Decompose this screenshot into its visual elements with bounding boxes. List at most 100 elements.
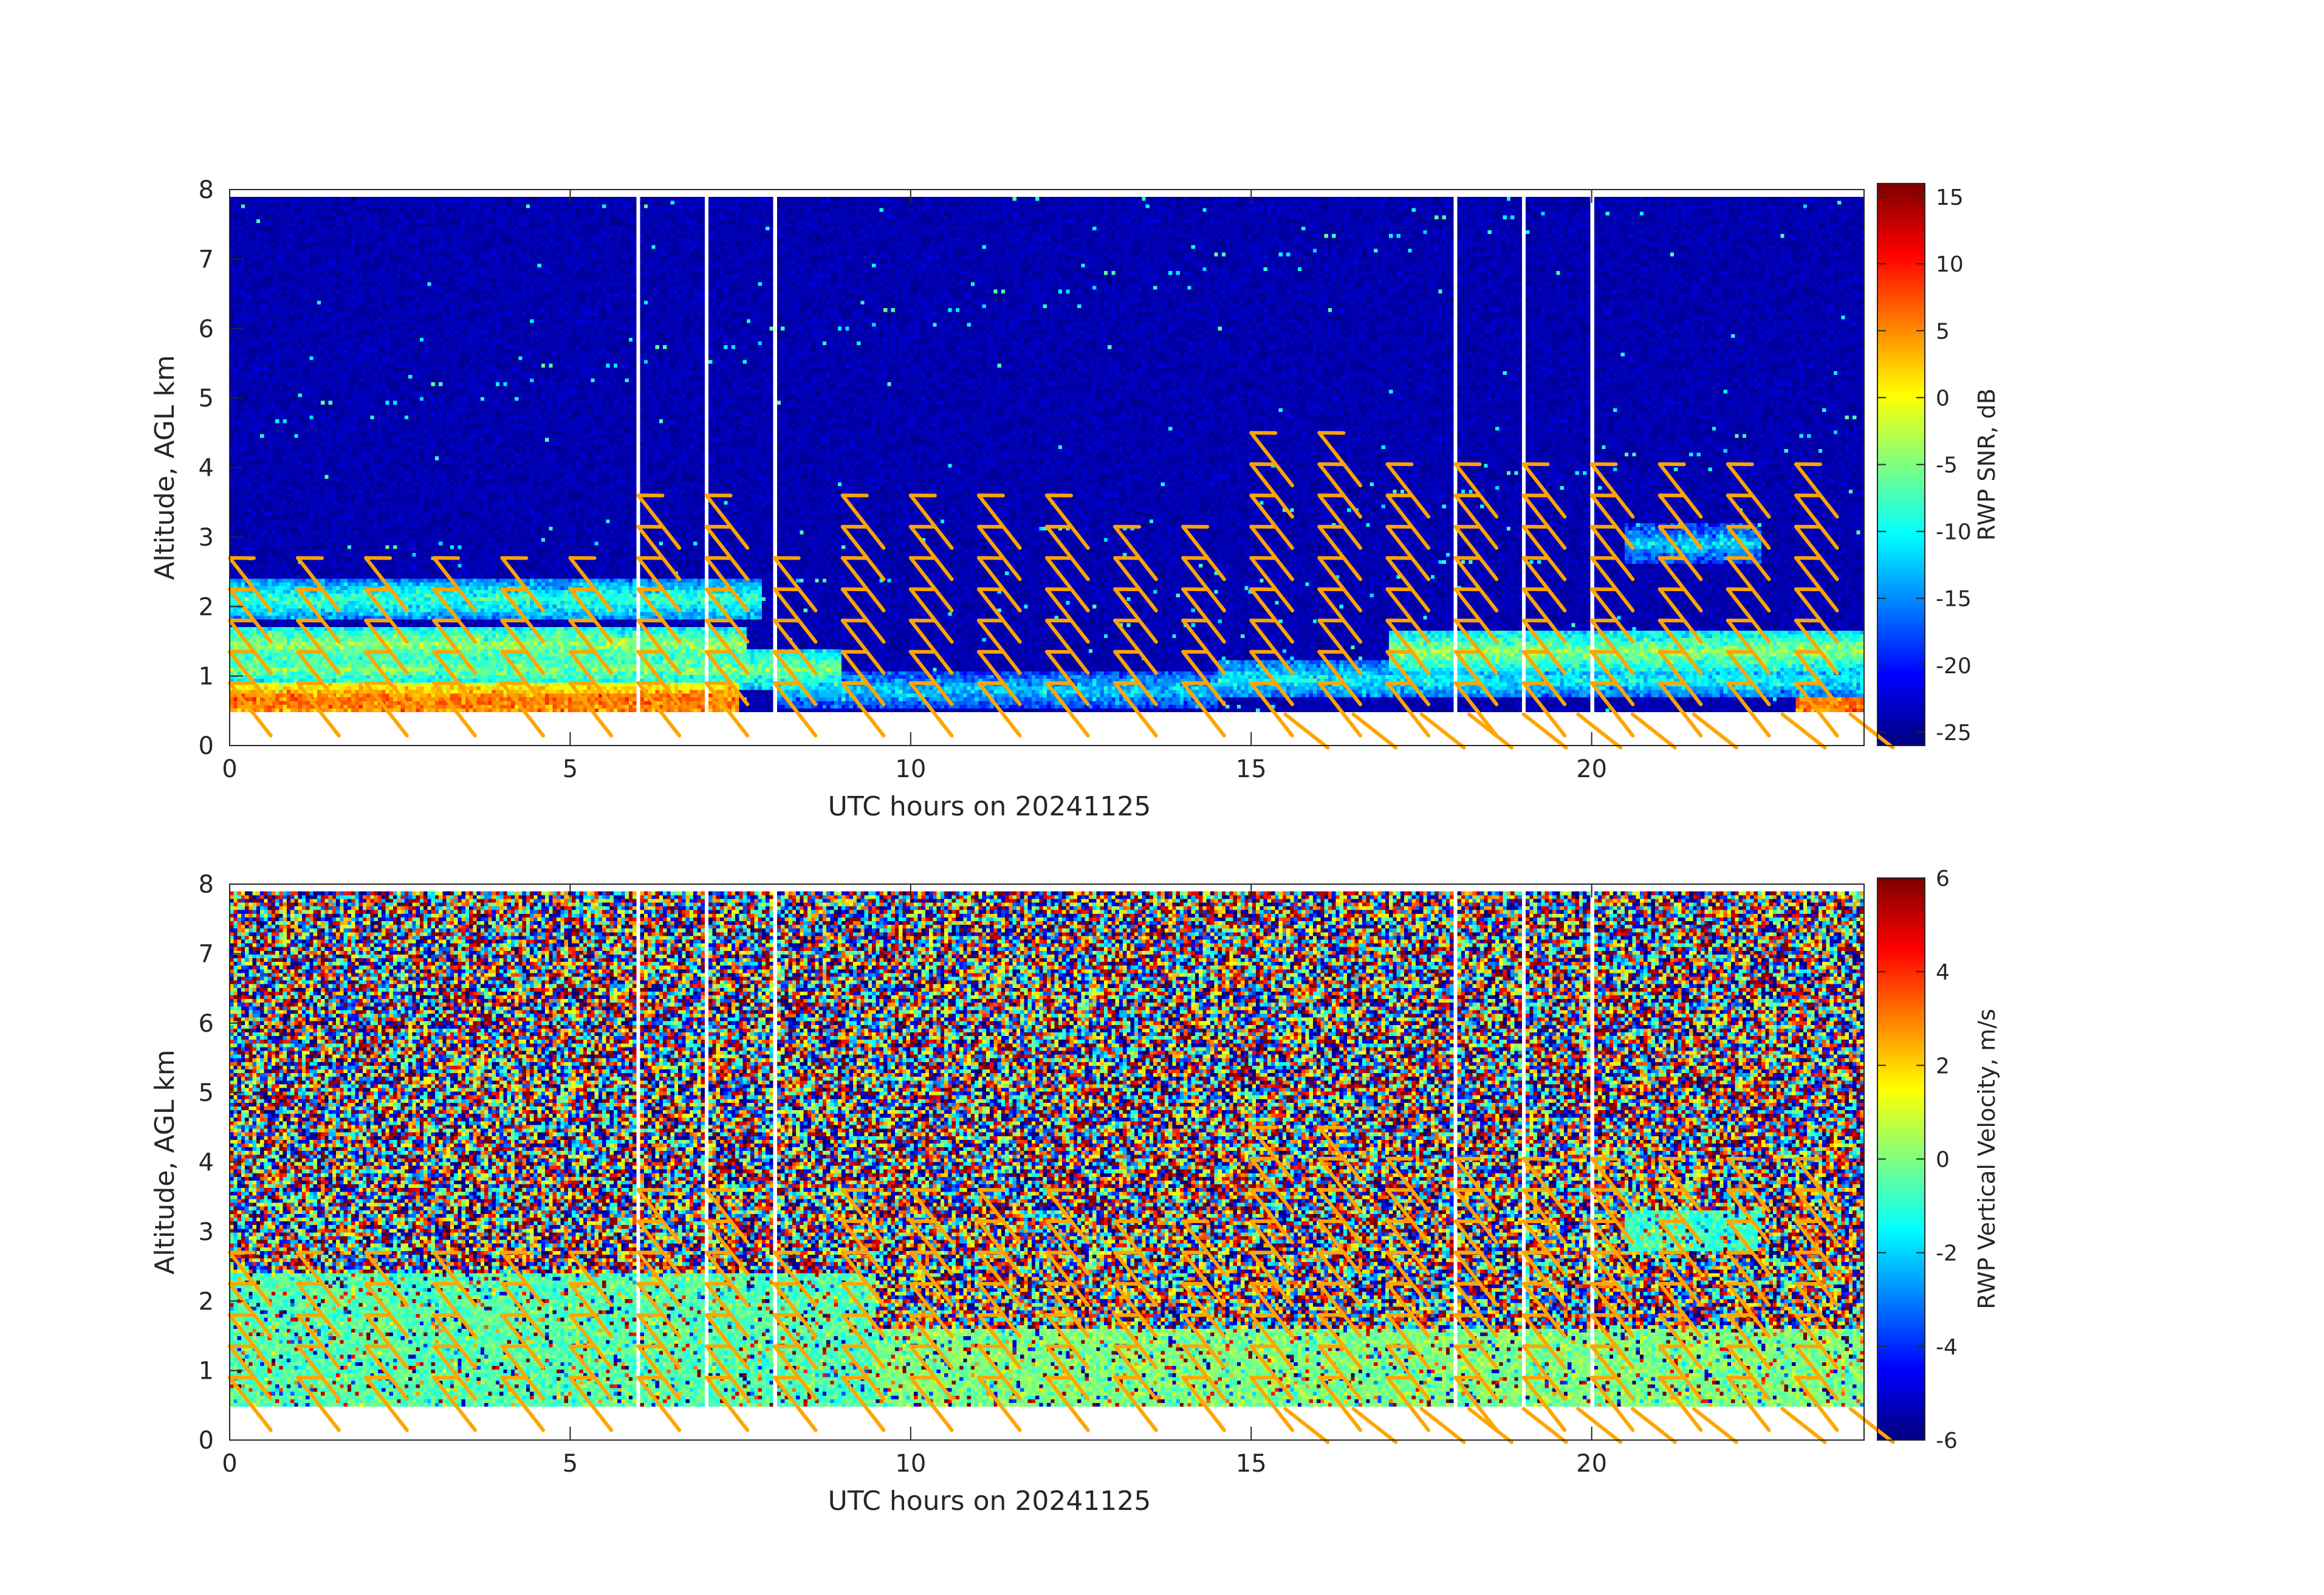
wind-barb (500, 681, 546, 738)
wind-barb (568, 1344, 614, 1401)
wind-barb (1589, 681, 1635, 738)
wind-barb (228, 1281, 273, 1339)
wind-barb (1589, 493, 1635, 550)
y-axis-label: Altitude, AGL km (149, 355, 180, 580)
wind-barb (228, 1313, 273, 1370)
wind-barb (296, 681, 341, 738)
colorbar-tick-label: 2 (1936, 1054, 1950, 1079)
wind-barb (636, 1188, 682, 1244)
wind-barb (1657, 1188, 1703, 1244)
wind-barb (1794, 493, 1839, 550)
wind-barb (1589, 1376, 1635, 1432)
y-tick-label: 5 (199, 1079, 214, 1107)
wind-barb (500, 619, 546, 675)
colorbar-tick-label: 0 (1936, 386, 1950, 411)
colorbar-tick-label: -2 (1936, 1241, 1958, 1266)
wind-barb (1726, 524, 1771, 581)
wind-barb (1726, 1376, 1771, 1432)
wind-barb (704, 493, 750, 550)
wind-barb (1657, 1156, 1703, 1213)
wind-barb (1453, 619, 1499, 675)
wind-barb (1317, 1281, 1363, 1339)
wind-barb (1045, 1313, 1090, 1370)
wind-barb (636, 619, 682, 675)
wind-barb (364, 1376, 409, 1432)
wind-barb (976, 1219, 1022, 1276)
wind-barb (1794, 462, 1839, 519)
wind-barb (840, 1344, 886, 1401)
y-tick-label: 7 (199, 245, 214, 273)
wind-barb (704, 1313, 750, 1370)
surface-wind-barb (1630, 1407, 1677, 1444)
wind-barb (228, 681, 273, 738)
wind-barb (432, 587, 477, 644)
wind-barb (908, 524, 954, 581)
wind-barb (432, 1313, 477, 1370)
wind-barb (636, 493, 682, 550)
axes-frame (229, 883, 1865, 1441)
wind-barb (1181, 1313, 1226, 1370)
surface-wind-barb (1467, 712, 1513, 750)
wind-barb (1249, 1344, 1294, 1401)
wind-barb (636, 1281, 682, 1339)
wind-barb (1589, 1219, 1635, 1276)
y-axis-label: Altitude, AGL km (149, 1049, 180, 1274)
surface-wind-barb (1467, 1407, 1513, 1444)
wind-barb (1045, 493, 1090, 550)
wind-barb (1113, 1250, 1158, 1307)
wind-barb (1453, 681, 1499, 738)
wind-barb (772, 556, 818, 612)
wind-barb (1453, 462, 1499, 519)
wind-barb (1317, 524, 1363, 581)
surface-wind-barb (1576, 1407, 1623, 1444)
colorbar-tick-label: -10 (1936, 520, 1972, 545)
wind-barb (1453, 1376, 1499, 1432)
colorbar-tick-label: 10 (1936, 252, 1964, 277)
y-tick-label: 1 (199, 663, 214, 691)
wind-barb (1589, 1313, 1635, 1370)
wind-barb (1385, 524, 1431, 581)
y-tick-label: 6 (199, 315, 214, 343)
wind-barb (1181, 1376, 1226, 1432)
wind-barb (704, 1188, 750, 1244)
wind-barb (772, 1313, 818, 1370)
wind-barb (1657, 1344, 1703, 1401)
wind-barb (568, 1250, 614, 1307)
wind-barb (636, 1344, 682, 1401)
wind-barb (296, 650, 341, 707)
wind-barb (1521, 1188, 1567, 1244)
wind-barb (432, 1376, 477, 1432)
wind-barb (1249, 1188, 1294, 1244)
wind-barb (636, 587, 682, 644)
wind-barb (1726, 619, 1771, 675)
wind-barbs (228, 431, 1895, 750)
wind-barb (1045, 1250, 1090, 1307)
wind-barb (840, 493, 886, 550)
wind-barb (1045, 1188, 1090, 1244)
wind-barb (1317, 650, 1363, 707)
wind-barb (1249, 524, 1294, 581)
wind-barb (364, 1250, 409, 1307)
wind-barb (636, 681, 682, 738)
wind-barb (704, 650, 750, 707)
wind-barb (364, 556, 409, 612)
wind-barb (1794, 587, 1839, 644)
wind-barb (1453, 1313, 1499, 1370)
wind-barb (1657, 1376, 1703, 1432)
wind-barb (364, 681, 409, 738)
wind-barb (1181, 587, 1226, 644)
wind-barb (772, 587, 818, 644)
wind-barb (1453, 556, 1499, 612)
y-tick-label: 5 (199, 385, 214, 413)
wind-barb (1453, 524, 1499, 581)
wind-barb (840, 1250, 886, 1307)
wind-barb (908, 556, 954, 612)
wind-barb (1657, 619, 1703, 675)
wind-barb (908, 1313, 954, 1370)
wind-barb (1589, 462, 1635, 519)
wind-barb (1045, 524, 1090, 581)
wind-barb (908, 1376, 954, 1432)
wind-barb (1794, 556, 1839, 612)
wind-barb (1045, 1344, 1090, 1401)
wind-barb (1249, 1281, 1294, 1339)
